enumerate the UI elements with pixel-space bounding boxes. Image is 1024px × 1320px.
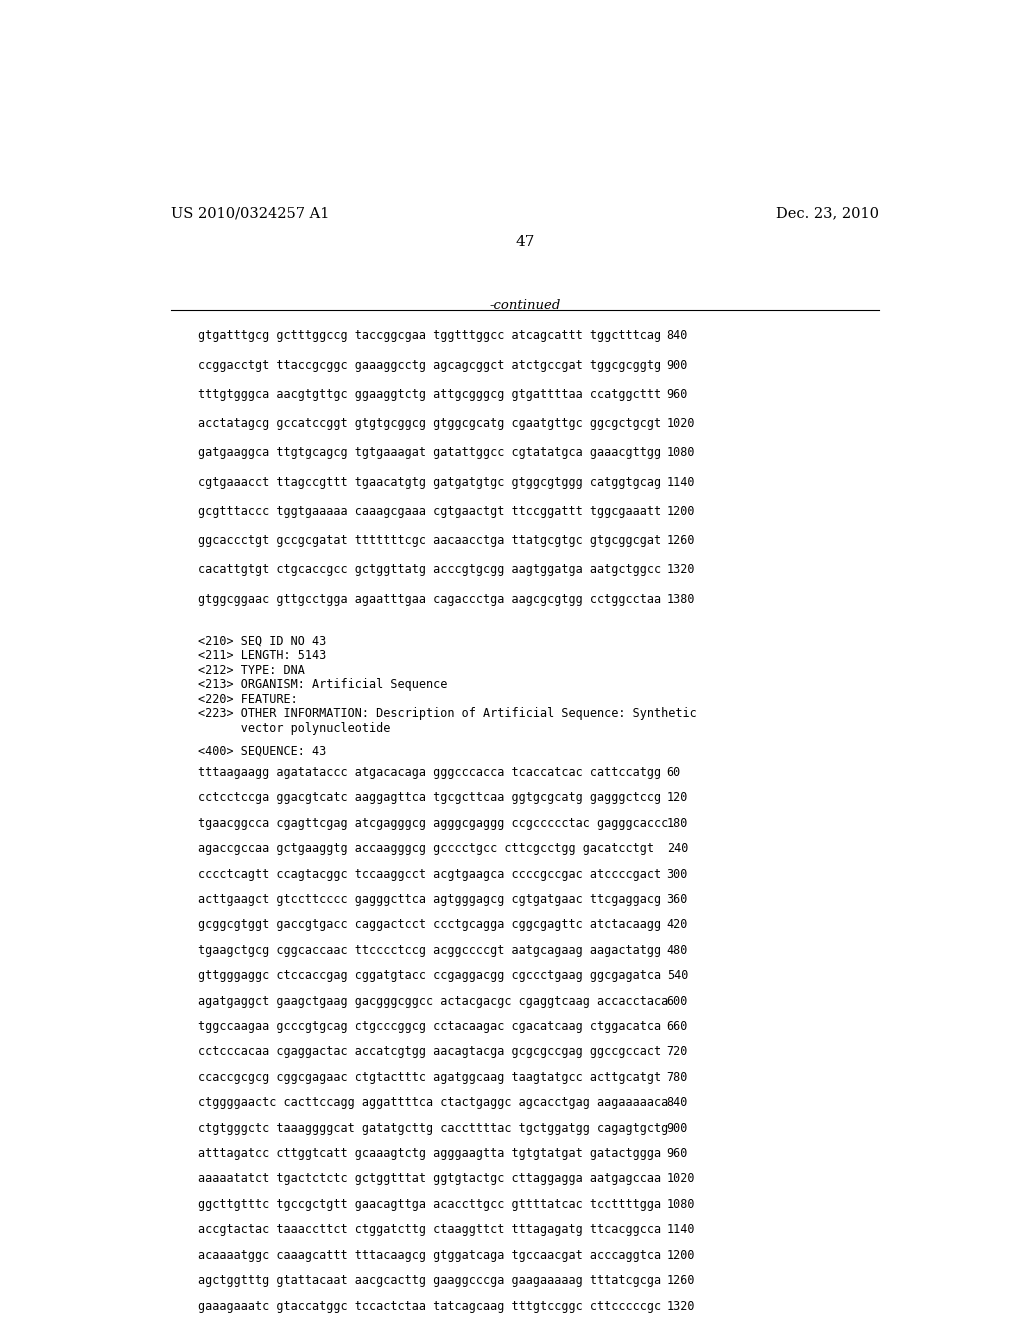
Text: 1320: 1320 (667, 564, 695, 577)
Text: gtgatttgcg gctttggccg taccggcgaa tggtttggcc atcagcattt tggctttcag: gtgatttgcg gctttggccg taccggcgaa tggtttg… (198, 330, 660, 342)
Text: -continued: -continued (489, 298, 560, 312)
Text: gtggcggaac gttgcctgga agaatttgaa cagaccctga aagcgcgtgg cctggcctaa: gtggcggaac gttgcctgga agaatttgaa cagaccc… (198, 593, 660, 606)
Text: 1380: 1380 (667, 593, 695, 606)
Text: 1020: 1020 (667, 1172, 695, 1185)
Text: 1020: 1020 (667, 417, 695, 430)
Text: 1140: 1140 (667, 475, 695, 488)
Text: gaaagaaatc gtaccatggc tccactctaa tatcagcaag tttgtccggc cttcccccgc: gaaagaaatc gtaccatggc tccactctaa tatcagc… (198, 1299, 660, 1312)
Text: <212> TYPE: DNA: <212> TYPE: DNA (198, 664, 304, 677)
Text: US 2010/0324257 A1: US 2010/0324257 A1 (171, 206, 329, 220)
Text: gcggcgtggt gaccgtgacc caggactcct ccctgcagga cggcgagttc atctacaagg: gcggcgtggt gaccgtgacc caggactcct ccctgca… (198, 919, 660, 932)
Text: aaaaatatct tgactctctc gctggtttat ggtgtactgc cttaggagga aatgagccaa: aaaaatatct tgactctctc gctggtttat ggtgtac… (198, 1172, 660, 1185)
Text: 960: 960 (667, 1147, 688, 1160)
Text: ccaccgcgcg cggcgagaac ctgtactttc agatggcaag taagtatgcc acttgcatgt: ccaccgcgcg cggcgagaac ctgtactttc agatggc… (198, 1071, 660, 1084)
Text: agatgaggct gaagctgaag gacgggcggcc actacgacgc cgaggtcaag accacctaca: agatgaggct gaagctgaag gacgggcggcc actacg… (198, 995, 668, 1007)
Text: tgaagctgcg cggcaccaac ttcccctccg acggccccgt aatgcagaag aagactatgg: tgaagctgcg cggcaccaac ttcccctccg acggccc… (198, 944, 660, 957)
Text: cacattgtgt ctgcaccgcc gctggttatg acccgtgcgg aagtggatga aatgctggcc: cacattgtgt ctgcaccgcc gctggttatg acccgtg… (198, 564, 660, 577)
Text: 900: 900 (667, 1122, 688, 1135)
Text: ctgtgggctc taaaggggcat gatatgcttg caccttttac tgctggatgg cagagtgctg: ctgtgggctc taaaggggcat gatatgcttg cacctt… (198, 1122, 668, 1135)
Text: 1200: 1200 (667, 1249, 695, 1262)
Text: 180: 180 (667, 817, 688, 830)
Text: cgtgaaacct ttagccgttt tgaacatgtg gatgatgtgc gtggcgtggg catggtgcag: cgtgaaacct ttagccgttt tgaacatgtg gatgatg… (198, 475, 660, 488)
Text: vector polynucleotide: vector polynucleotide (198, 722, 390, 735)
Text: 1080: 1080 (667, 446, 695, 459)
Text: ctggggaactc cacttccagg aggattttca ctactgaggc agcacctgag aagaaaaaca: ctggggaactc cacttccagg aggattttca ctactg… (198, 1096, 668, 1109)
Text: acctatagcg gccatccggt gtgtgcggcg gtggcgcatg cgaatgttgc ggcgctgcgt: acctatagcg gccatccggt gtgtgcggcg gtggcgc… (198, 417, 660, 430)
Text: gatgaaggca ttgtgcagcg tgtgaaagat gatattggcc cgtatatgca gaaacgttgg: gatgaaggca ttgtgcagcg tgtgaaagat gatattg… (198, 446, 660, 459)
Text: gttgggaggc ctccaccgag cggatgtacc ccgaggacgg cgccctgaag ggcgagatca: gttgggaggc ctccaccgag cggatgtacc ccgagga… (198, 969, 660, 982)
Text: 900: 900 (667, 359, 688, 372)
Text: 1200: 1200 (667, 506, 695, 517)
Text: 720: 720 (667, 1045, 688, 1059)
Text: <213> ORGANISM: Artificial Sequence: <213> ORGANISM: Artificial Sequence (198, 678, 447, 692)
Text: agaccgccaa gctgaaggtg accaagggcg gcccctgcc cttcgcctgg gacatcctgt: agaccgccaa gctgaaggtg accaagggcg gcccctg… (198, 842, 653, 855)
Text: 300: 300 (667, 867, 688, 880)
Text: tggccaagaa gcccgtgcag ctgcccggcg cctacaagac cgacatcaag ctggacatca: tggccaagaa gcccgtgcag ctgcccggcg cctacaa… (198, 1020, 660, 1034)
Text: 960: 960 (667, 388, 688, 401)
Text: 780: 780 (667, 1071, 688, 1084)
Text: cccctcagtt ccagtacggc tccaaggcct acgtgaagca ccccgccgac atccccgact: cccctcagtt ccagtacggc tccaaggcct acgtgaa… (198, 867, 660, 880)
Text: tgaacggcca cgagttcgag atcgagggcg agggcgaggg ccgccccctac gagggcaccc: tgaacggcca cgagttcgag atcgagggcg agggcga… (198, 817, 668, 830)
Text: 47: 47 (515, 235, 535, 249)
Text: 480: 480 (667, 944, 688, 957)
Text: cctcccacaa cgaggactac accatcgtgg aacagtacga gcgcgccgag ggccgccact: cctcccacaa cgaggactac accatcgtgg aacagta… (198, 1045, 660, 1059)
Text: <211> LENGTH: 5143: <211> LENGTH: 5143 (198, 649, 326, 661)
Text: tttaagaagg agatataccc atgacacaga gggcccacca tcaccatcac cattccatgg: tttaagaagg agatataccc atgacacaga gggccca… (198, 766, 660, 779)
Text: 240: 240 (667, 842, 688, 855)
Text: 120: 120 (667, 792, 688, 804)
Text: agctggtttg gtattacaat aacgcacttg gaaggcccga gaagaaaaag tttatcgcga: agctggtttg gtattacaat aacgcacttg gaaggcc… (198, 1274, 660, 1287)
Text: <223> OTHER INFORMATION: Description of Artificial Sequence: Synthetic: <223> OTHER INFORMATION: Description of … (198, 708, 696, 721)
Text: 1260: 1260 (667, 1274, 695, 1287)
Text: gcgtttaccc tggtgaaaaa caaagcgaaa cgtgaactgt ttccggattt tggcgaaatt: gcgtttaccc tggtgaaaaa caaagcgaaa cgtgaac… (198, 506, 660, 517)
Text: 1140: 1140 (667, 1224, 695, 1237)
Text: cctcctccga ggacgtcatc aaggagttca tgcgcttcaa ggtgcgcatg gagggctccg: cctcctccga ggacgtcatc aaggagttca tgcgctt… (198, 792, 660, 804)
Text: 360: 360 (667, 892, 688, 906)
Text: tttgtgggca aacgtgttgc ggaaggtctg attgcgggcg gtgattttaa ccatggcttt: tttgtgggca aacgtgttgc ggaaggtctg attgcgg… (198, 388, 660, 401)
Text: 840: 840 (667, 1096, 688, 1109)
Text: <400> SEQUENCE: 43: <400> SEQUENCE: 43 (198, 744, 326, 758)
Text: accgtactac taaaccttct ctggatcttg ctaaggttct tttagagatg ttcacggcca: accgtactac taaaccttct ctggatcttg ctaaggt… (198, 1224, 660, 1237)
Text: 60: 60 (667, 766, 681, 779)
Text: 840: 840 (667, 330, 688, 342)
Text: 1320: 1320 (667, 1299, 695, 1312)
Text: 540: 540 (667, 969, 688, 982)
Text: 420: 420 (667, 919, 688, 932)
Text: acaaaatggc caaagcattt tttacaagcg gtggatcaga tgccaacgat acccaggtca: acaaaatggc caaagcattt tttacaagcg gtggatc… (198, 1249, 660, 1262)
Text: 600: 600 (667, 995, 688, 1007)
Text: acttgaagct gtccttcccc gagggcttca agtgggagcg cgtgatgaac ttcgaggacg: acttgaagct gtccttcccc gagggcttca agtggga… (198, 892, 660, 906)
Text: 1080: 1080 (667, 1199, 695, 1210)
Text: 1260: 1260 (667, 535, 695, 548)
Text: <220> FEATURE:: <220> FEATURE: (198, 693, 298, 706)
Text: atttagatcc cttggtcatt gcaaagtctg agggaagtta tgtgtatgat gatactggga: atttagatcc cttggtcatt gcaaagtctg agggaag… (198, 1147, 660, 1160)
Text: 660: 660 (667, 1020, 688, 1034)
Text: ggcttgtttc tgccgctgtt gaacagttga acaccttgcc gttttatcac tccttttgga: ggcttgtttc tgccgctgtt gaacagttga acacctt… (198, 1199, 660, 1210)
Text: <210> SEQ ID NO 43: <210> SEQ ID NO 43 (198, 635, 326, 647)
Text: ggcaccctgt gccgcgatat tttttttcgc aacaacctga ttatgcgtgc gtgcggcgat: ggcaccctgt gccgcgatat tttttttcgc aacaacc… (198, 535, 660, 548)
Text: ccggacctgt ttaccgcggc gaaaggcctg agcagcggct atctgccgat tggcgcggtg: ccggacctgt ttaccgcggc gaaaggcctg agcagcg… (198, 359, 660, 372)
Text: Dec. 23, 2010: Dec. 23, 2010 (776, 206, 879, 220)
